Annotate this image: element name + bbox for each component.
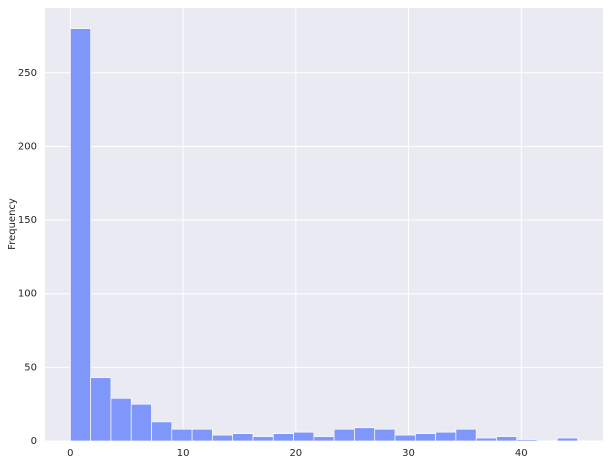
- y-tick-label: 100: [18, 289, 37, 300]
- bar: [272, 433, 294, 442]
- y-tick-label: 250: [18, 68, 37, 79]
- y-tick-label: 0: [31, 436, 37, 447]
- bar: [475, 437, 497, 442]
- y-axis-label: Frequency: [7, 198, 18, 250]
- y-tick-label: 50: [24, 362, 37, 373]
- bar: [414, 433, 436, 442]
- bar: [354, 427, 376, 442]
- plot-area: [45, 8, 603, 441]
- x-tick-label: 10: [177, 448, 190, 459]
- bar: [313, 436, 335, 442]
- bar: [110, 397, 132, 442]
- y-tick-label: 200: [18, 141, 37, 152]
- bar: [333, 428, 355, 442]
- y-tick-label: 150: [18, 215, 37, 226]
- bar: [496, 436, 518, 442]
- bar: [455, 428, 477, 442]
- bar: [212, 434, 234, 442]
- bar: [556, 437, 578, 442]
- bar: [151, 421, 173, 442]
- bar: [252, 436, 274, 442]
- bar: [191, 428, 213, 442]
- x-tick-label: 40: [515, 448, 528, 459]
- bar: [293, 431, 315, 442]
- x-tick-label: 30: [402, 448, 415, 459]
- x-tick-label: 20: [289, 448, 302, 459]
- bar: [435, 431, 457, 442]
- bar: [374, 428, 396, 442]
- bar: [394, 434, 416, 442]
- bar: [232, 433, 254, 442]
- bar: [70, 28, 92, 442]
- x-tick-label: 0: [67, 448, 73, 459]
- bar: [90, 377, 112, 442]
- bar: [130, 403, 152, 442]
- bar: [516, 439, 538, 442]
- bar: [171, 428, 193, 442]
